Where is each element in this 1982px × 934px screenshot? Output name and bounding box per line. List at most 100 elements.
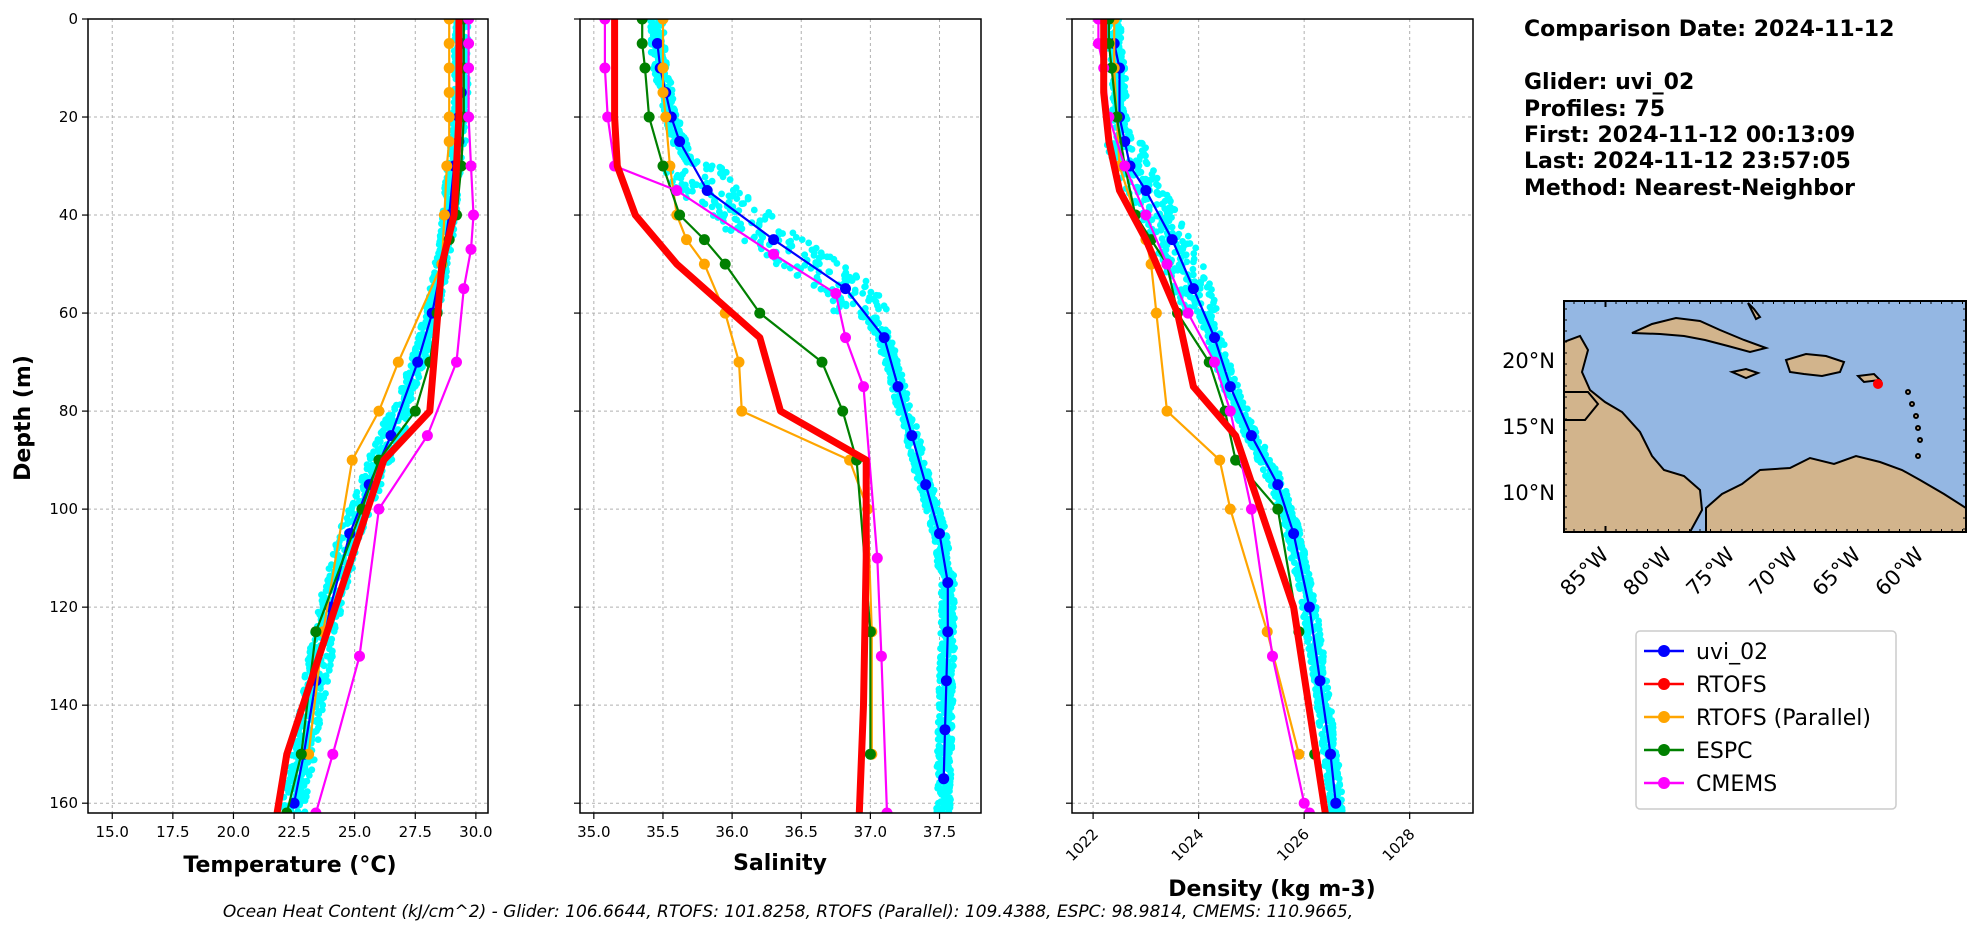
data-point (310, 807, 322, 813)
data-point (1209, 332, 1220, 344)
data-point (354, 650, 365, 662)
data-point (840, 332, 851, 344)
data-point (465, 243, 477, 255)
glider-sample-point (719, 173, 727, 181)
x-tick-label: 27.5 (399, 823, 432, 841)
glider-sample-point (733, 195, 741, 203)
glider-sample-point (1167, 197, 1174, 205)
glider-sample-point (304, 759, 312, 766)
axes-frame (87, 18, 489, 814)
data-point (657, 160, 669, 172)
glider-profile-scatter (646, 19, 958, 813)
glider-sample-point (301, 673, 309, 681)
glider-sample-point (1305, 570, 1313, 578)
glider-sample-point (895, 365, 903, 373)
glider-sample-point (416, 331, 423, 339)
glider-sample-point (1259, 466, 1267, 474)
glider-sample-point (1190, 250, 1198, 257)
data-point (940, 675, 952, 687)
glider-sample-point (823, 253, 831, 261)
glider-sample-point (677, 174, 685, 182)
data-point (1111, 111, 1123, 123)
data-point (754, 307, 766, 319)
glider-sample-point (913, 467, 920, 475)
method: Method: Nearest-Neighbor (1524, 176, 1855, 201)
glider-sample-point (315, 710, 323, 718)
glider-sample-point (708, 177, 716, 185)
glider-sample-point (848, 276, 856, 284)
x-tick-label: 15.0 (96, 823, 129, 841)
glider-sample-point (689, 187, 696, 195)
data-point (1182, 307, 1194, 319)
glider-sample-point (1235, 417, 1243, 425)
glider-sample-point (1316, 720, 1323, 727)
data-point (1330, 797, 1342, 809)
glider-sample-point (301, 797, 309, 804)
glider-sample-point (666, 125, 674, 133)
data-point (1267, 650, 1278, 662)
glider-sample-point (366, 455, 374, 463)
data-point (1150, 307, 1162, 319)
data-point (681, 234, 692, 246)
glider-sample-point (726, 176, 734, 184)
data-point (373, 503, 385, 515)
glider-sample-point (1183, 258, 1191, 266)
data-point (1166, 234, 1178, 246)
glider-sample-point (1128, 145, 1136, 153)
glider-sample-point (1142, 158, 1150, 166)
data-point (878, 332, 890, 344)
glider-sample-point (825, 268, 833, 275)
salinity-axis-label: Salinity (733, 851, 827, 876)
y-tick-label: 40 (59, 206, 78, 224)
glider-sample-point (1170, 205, 1178, 213)
data-point (438, 209, 450, 221)
glider-sample-point (305, 772, 313, 779)
data-point (636, 19, 648, 25)
glider-sample-point (926, 520, 934, 527)
glider-sample-point (1189, 265, 1197, 273)
data-point (830, 288, 842, 299)
data-point (864, 748, 876, 760)
glider-sample-point (1307, 652, 1314, 660)
data-point (858, 381, 869, 393)
series-line-cmems (314, 19, 475, 813)
x-tick-label: 35.0 (577, 823, 610, 841)
data-point (1245, 503, 1257, 515)
data-point (1140, 209, 1152, 221)
data-point (674, 209, 686, 221)
glider-sample-point (779, 230, 786, 237)
glider-sample-point (937, 567, 945, 574)
map-lon-label: 85°W (1556, 542, 1614, 600)
glider-sample-point (317, 685, 324, 692)
glider-sample-point (810, 252, 818, 259)
data-point (463, 38, 475, 49)
data-point (1214, 454, 1226, 466)
data-point (1261, 626, 1273, 638)
glider-sample-point (701, 173, 709, 181)
x-tick-label: 37.0 (854, 823, 887, 841)
data-point (463, 111, 475, 123)
glider-sample-point (1333, 773, 1341, 781)
data-point (1187, 283, 1199, 295)
y-tick-label: 60 (59, 304, 78, 322)
data-point (719, 258, 731, 270)
data-point (346, 454, 358, 466)
legend: uvi_02 RTOFS RTOFS (Parallel) ESPC CMEMS (1635, 630, 1897, 810)
depth-axis-label: Depth (m) (11, 355, 36, 481)
legend-label: RTOFS (Parallel) (1696, 706, 1871, 731)
glider-sample-point (946, 787, 953, 795)
data-point (942, 577, 954, 589)
glider-sample-point (376, 438, 384, 445)
data-point (636, 38, 648, 49)
glider-sample-point (1243, 405, 1251, 413)
glider-sample-point (736, 189, 743, 197)
data-point (698, 258, 710, 270)
data-point (1224, 503, 1236, 515)
y-tick-label: 0 (68, 10, 78, 28)
glider-sample-point (1168, 223, 1176, 231)
data-point (288, 797, 300, 809)
glider-sample-point (1192, 244, 1200, 252)
glider-sample-point (1178, 220, 1186, 228)
legend-label: RTOFS (1696, 673, 1767, 698)
glider-sample-point (1289, 553, 1297, 560)
